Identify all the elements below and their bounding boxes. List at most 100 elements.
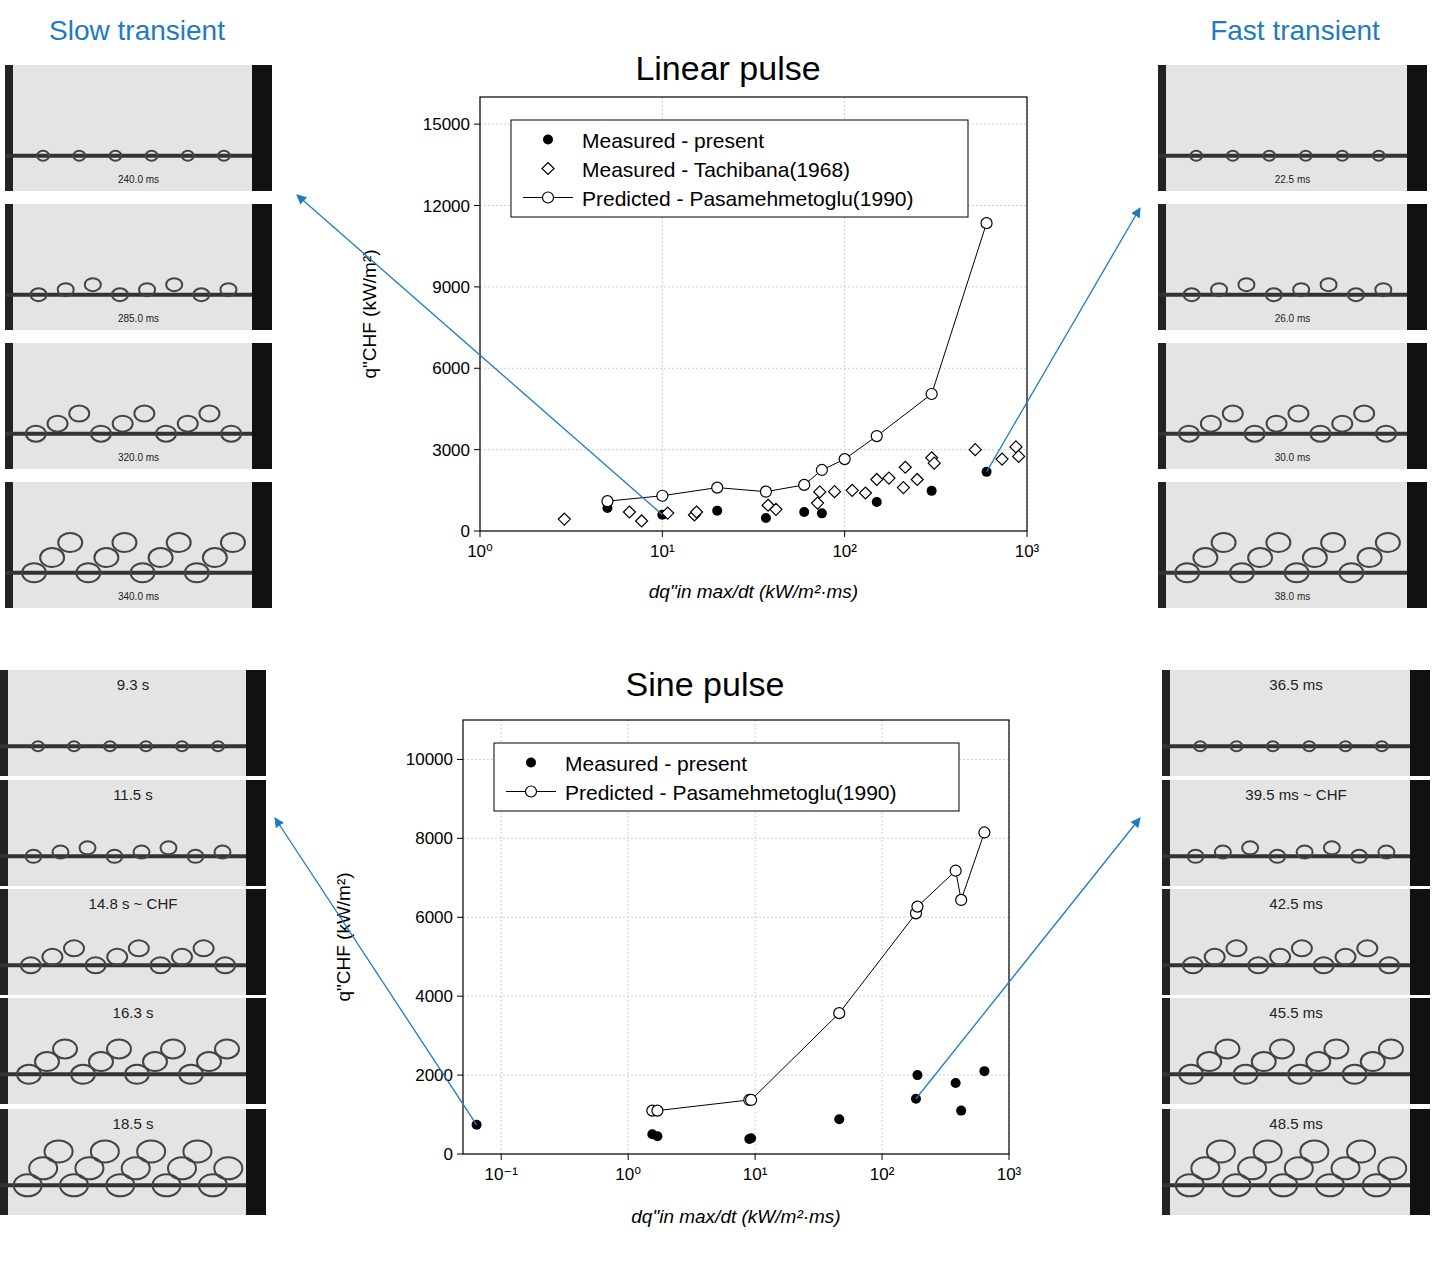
photo-bubble — [129, 940, 149, 956]
photo-bubble — [107, 949, 127, 965]
photo-bubble — [1175, 563, 1199, 582]
photo-bubble — [1248, 957, 1268, 973]
photo-bg — [5, 65, 272, 191]
photo-bg — [1162, 998, 1430, 1104]
photo-panel: 16.3 s — [0, 998, 266, 1104]
photo-bubble — [1303, 548, 1327, 567]
photo-bubble — [91, 426, 111, 442]
photo-panel: 14.8 s ~ CHF — [0, 889, 266, 995]
tick — [882, 1154, 883, 1160]
photo-bubble — [45, 1140, 73, 1162]
photo-panel: 38.0 ms — [1158, 482, 1427, 608]
tick — [1009, 1154, 1010, 1160]
photo-bubble — [1227, 151, 1239, 161]
photo-bubble — [161, 1039, 185, 1058]
series-line — [652, 832, 984, 1110]
legend-marker — [542, 163, 554, 175]
photo-bubble — [1321, 278, 1337, 291]
legend-label: Predicted - Pasamehmetoglu(1990) — [565, 781, 897, 804]
point — [834, 1008, 845, 1019]
photo-bg — [0, 780, 266, 886]
point — [652, 1105, 663, 1116]
photo-bubble — [53, 846, 69, 859]
plot-frame — [480, 97, 1027, 531]
photo-electrode — [246, 780, 266, 886]
photo-bubble — [1238, 278, 1254, 291]
photo-bubble — [1324, 1039, 1348, 1058]
photo-bubble — [1314, 957, 1334, 973]
tick — [662, 531, 663, 537]
tick — [457, 917, 463, 918]
point — [871, 431, 882, 442]
photo-electrode — [1407, 343, 1427, 469]
data-layer — [558, 218, 1024, 527]
photo-bg — [0, 670, 266, 776]
photo-bubble — [156, 426, 176, 442]
photo-panel: 340.0 ms — [5, 482, 272, 608]
photo-electrode — [5, 65, 13, 191]
photo-bubble — [85, 278, 101, 291]
photo-panel: 30.0 ms — [1158, 343, 1427, 469]
legend-label: Predicted - Pasamehmetoglu(1990) — [582, 187, 914, 210]
tick — [1027, 531, 1028, 537]
tick — [844, 531, 845, 537]
point — [662, 507, 674, 519]
photo-bg — [5, 204, 272, 330]
photo-bubble — [1231, 741, 1243, 751]
photo-bg — [1162, 1109, 1430, 1215]
photo-bubble — [1227, 940, 1247, 956]
photo-bubble — [1379, 957, 1399, 973]
photo-bubble — [1254, 1140, 1282, 1162]
tick — [457, 759, 463, 760]
tick-label: 3000 — [432, 441, 470, 460]
plot-bg — [480, 97, 1027, 531]
photo-bubble — [1285, 563, 1309, 582]
photo-bubble — [1193, 548, 1217, 567]
tick — [501, 1154, 502, 1160]
photo-bubble — [31, 288, 47, 301]
grid-line — [463, 996, 1009, 997]
point — [712, 482, 723, 493]
tick-label: 0 — [444, 1145, 453, 1164]
photo-label: 18.5 s — [113, 1115, 154, 1132]
photo-bubble — [1270, 949, 1290, 965]
point — [969, 444, 981, 456]
photo-label: 340.0 ms — [118, 591, 159, 602]
photo-bubble — [113, 416, 133, 432]
point — [799, 479, 810, 490]
point — [814, 486, 826, 498]
point — [760, 486, 771, 497]
photo-bubble — [1310, 426, 1330, 442]
tick-label: 6000 — [432, 359, 470, 378]
photo-electrode — [1162, 889, 1170, 995]
photo-wire — [0, 744, 246, 748]
point — [951, 1078, 961, 1088]
photo-bubble — [188, 850, 204, 863]
tick — [474, 368, 480, 369]
photo-bubble — [1354, 406, 1374, 422]
photo-bubble — [193, 288, 209, 301]
photo-label: 26.0 ms — [1275, 313, 1311, 324]
photo-label: 285.0 ms — [118, 313, 159, 324]
photo-bubble — [137, 1140, 165, 1162]
photo-electrode — [0, 1109, 8, 1215]
photo-electrode — [246, 1109, 266, 1215]
legend-box — [511, 120, 968, 217]
photo-panel: 240.0 ms — [5, 65, 272, 191]
legend-label: Measured - Tachibana(1968) — [582, 158, 850, 181]
photo-bubble — [1245, 426, 1265, 442]
tick — [474, 286, 480, 287]
axis-label: q"CHF (kW/m²) — [333, 872, 354, 1001]
photo-bubble — [1336, 949, 1356, 965]
photo-electrode — [1410, 998, 1430, 1104]
photo-bubble — [1190, 151, 1202, 161]
photo-bubble — [86, 957, 106, 973]
point — [839, 454, 850, 465]
photo-bubble — [149, 548, 173, 567]
photo-wire — [0, 1072, 246, 1076]
photo-bubble — [68, 741, 80, 751]
photo-bubble — [1215, 846, 1231, 859]
point — [770, 503, 782, 515]
axis-label: dq"in max/dt (kW/m²·ms) — [631, 1206, 840, 1227]
photo-bubble — [58, 533, 82, 552]
